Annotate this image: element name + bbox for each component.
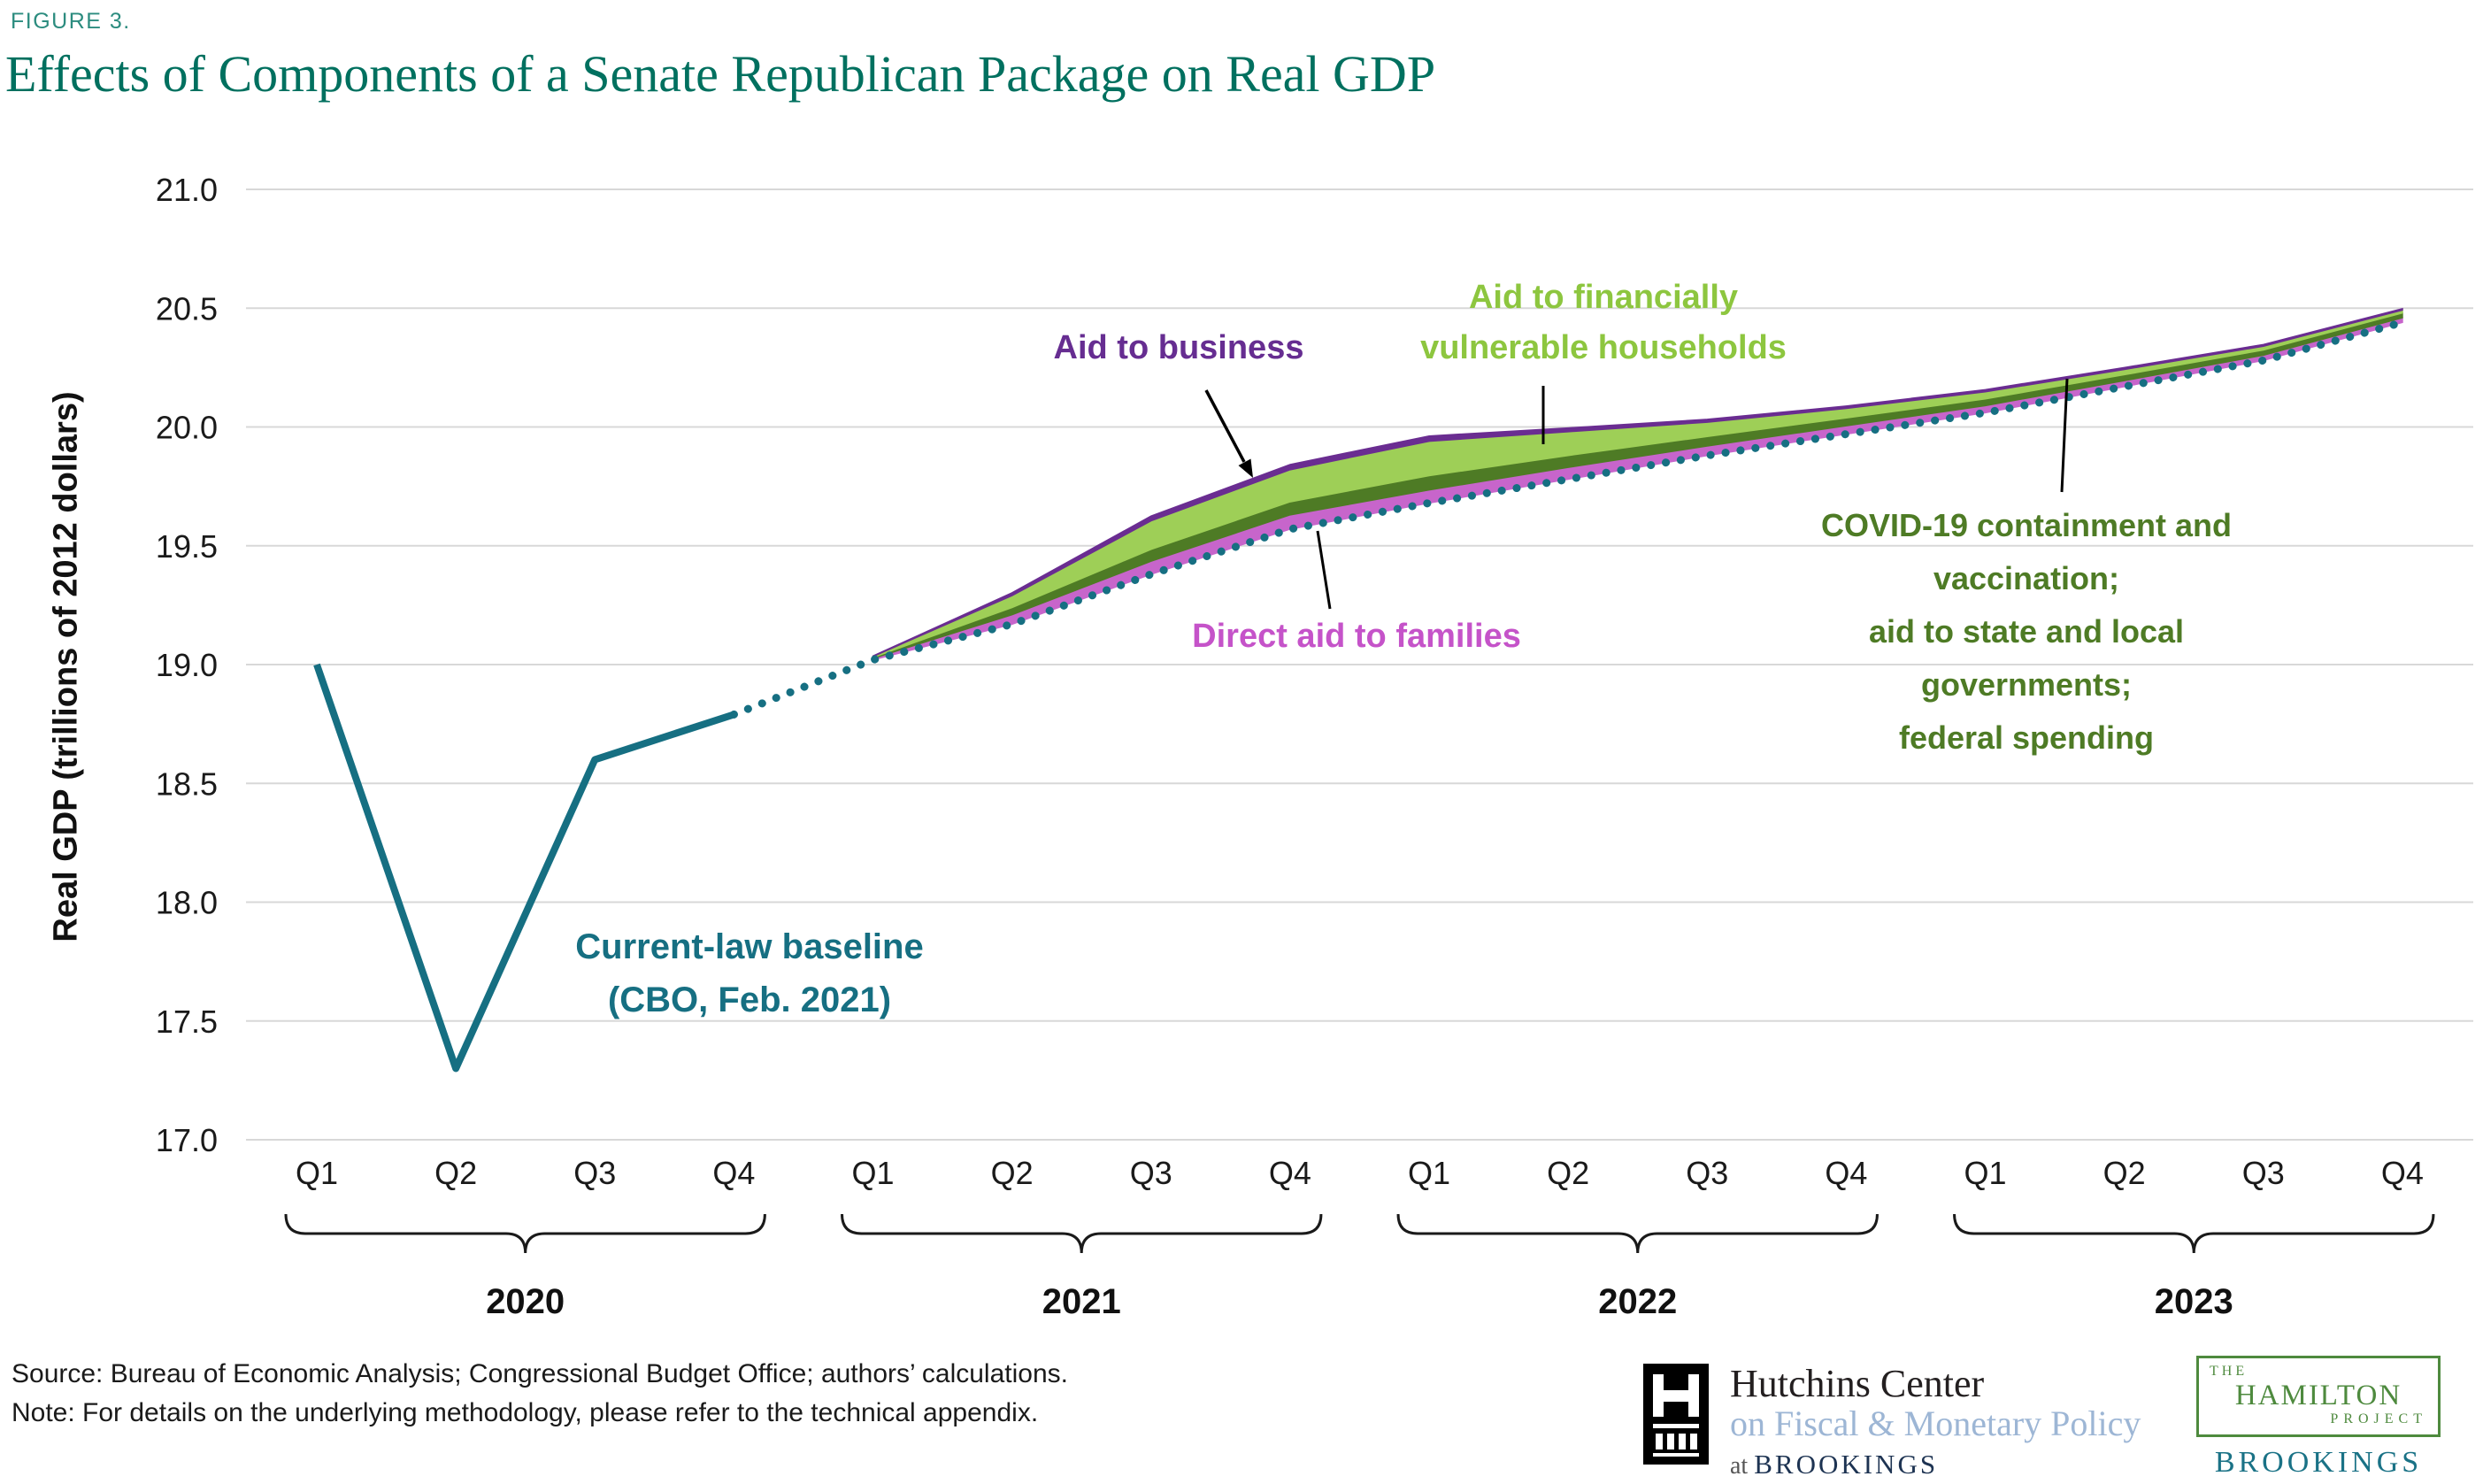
year-label: 2020 xyxy=(486,1282,565,1321)
hamilton-logo-box: THE HAMILTON PROJECT xyxy=(2196,1356,2441,1438)
y-tick-label: 17.0 xyxy=(156,1122,218,1158)
hutchins-center-logo: Hutchins Center on Fiscal & Monetary Pol… xyxy=(1643,1362,2141,1480)
y-tick-label: 17.5 xyxy=(156,1003,218,1040)
x-tick-label: Q2 xyxy=(434,1155,477,1191)
hamilton-the: THE xyxy=(2210,1364,2249,1379)
y-tick-label: 19.0 xyxy=(156,647,218,683)
year-label: 2021 xyxy=(1042,1282,1121,1321)
hamilton-project-word: PROJECT xyxy=(2330,1411,2427,1427)
y-tick-label: 19.5 xyxy=(156,528,218,565)
hutchins-at-prefix: at xyxy=(1730,1452,1755,1480)
x-tick-label: Q1 xyxy=(1964,1155,2007,1191)
x-tick-label: Q3 xyxy=(2242,1155,2285,1191)
hutchins-brookings-line: at BROOKINGS xyxy=(1730,1449,2141,1480)
hutchins-subtitle: on Fiscal & Monetary Policy xyxy=(1730,1403,2141,1444)
year-brace xyxy=(1396,1213,1879,1254)
y-tick-label: 18.5 xyxy=(156,765,218,802)
y-tick-label: 20.0 xyxy=(156,410,218,446)
area-component-3 xyxy=(872,307,2403,658)
year-label: 2023 xyxy=(2155,1282,2233,1321)
x-tick-label: Q4 xyxy=(1825,1155,1867,1191)
x-tick-label: Q3 xyxy=(573,1155,616,1191)
annotation-vulnerable-households: Aid to financially vulnerable households xyxy=(1420,279,1787,366)
annotation-aid-to-business: Aid to business xyxy=(1053,329,1304,366)
x-tick-label: Q3 xyxy=(1686,1155,1728,1191)
direct-aid-callout-line xyxy=(1316,530,1332,610)
y-tick-label: 21.0 xyxy=(156,172,218,208)
x-tick-label: Q1 xyxy=(296,1155,338,1191)
brookings-wordmark: BROOKINGS xyxy=(2214,1446,2423,1480)
figure-number: FIGURE 3. xyxy=(11,9,131,34)
x-tick-label: Q4 xyxy=(2381,1155,2424,1191)
x-tick-label: Q1 xyxy=(852,1155,895,1191)
annotation-covid-containment: COVID-19 containment and vaccination; ai… xyxy=(1820,507,2233,757)
hutchins-brookings-wordmark: BROOKINGS xyxy=(1754,1449,1939,1480)
covid-callout-line xyxy=(2060,378,2069,493)
x-tick-label: Q4 xyxy=(712,1155,755,1191)
baseline-solid-line xyxy=(313,663,735,1073)
x-tick-label: Q2 xyxy=(1547,1155,1589,1191)
y-axis-title: Real GDP (trillions of 2012 dollars) xyxy=(47,391,85,942)
x-tick-label: Q2 xyxy=(2103,1155,2146,1191)
annotation-current-law-baseline: Current-law baseline (CBO, Feb. 2021) xyxy=(575,927,924,1019)
hamilton-wordmark: HAMILTON xyxy=(2234,1380,2402,1411)
x-tick-label: Q1 xyxy=(1408,1155,1450,1191)
annotation-direct-aid-to-families: Direct aid to families xyxy=(1192,618,1521,655)
x-tick-label: Q2 xyxy=(991,1155,1034,1191)
y-tick-label: 18.0 xyxy=(156,885,218,921)
page-title: Effects of Components of a Senate Republ… xyxy=(5,45,1436,103)
x-tick-label: Q3 xyxy=(1130,1155,1172,1191)
year-brace xyxy=(841,1213,1323,1254)
year-brace xyxy=(1953,1213,2435,1254)
aid-to-business-arrowhead xyxy=(1238,458,1253,478)
year-brace xyxy=(284,1213,766,1254)
source-note: Source: Bureau of Economic Analysis; Con… xyxy=(12,1359,1068,1388)
aid-to-business-arrow-line xyxy=(1204,389,1246,463)
hamilton-project-logo: THE HAMILTON PROJECT BROOKINGS xyxy=(2196,1356,2441,1480)
x-tick-label: Q4 xyxy=(1269,1155,1311,1191)
hutchins-name: Hutchins Center xyxy=(1730,1362,1985,1405)
y-tick-label: 20.5 xyxy=(156,290,218,327)
hutchins-logo-icon xyxy=(1643,1364,1709,1465)
methodology-note: Note: For details on the underlying meth… xyxy=(12,1398,1039,1427)
year-label: 2022 xyxy=(1598,1282,1677,1321)
